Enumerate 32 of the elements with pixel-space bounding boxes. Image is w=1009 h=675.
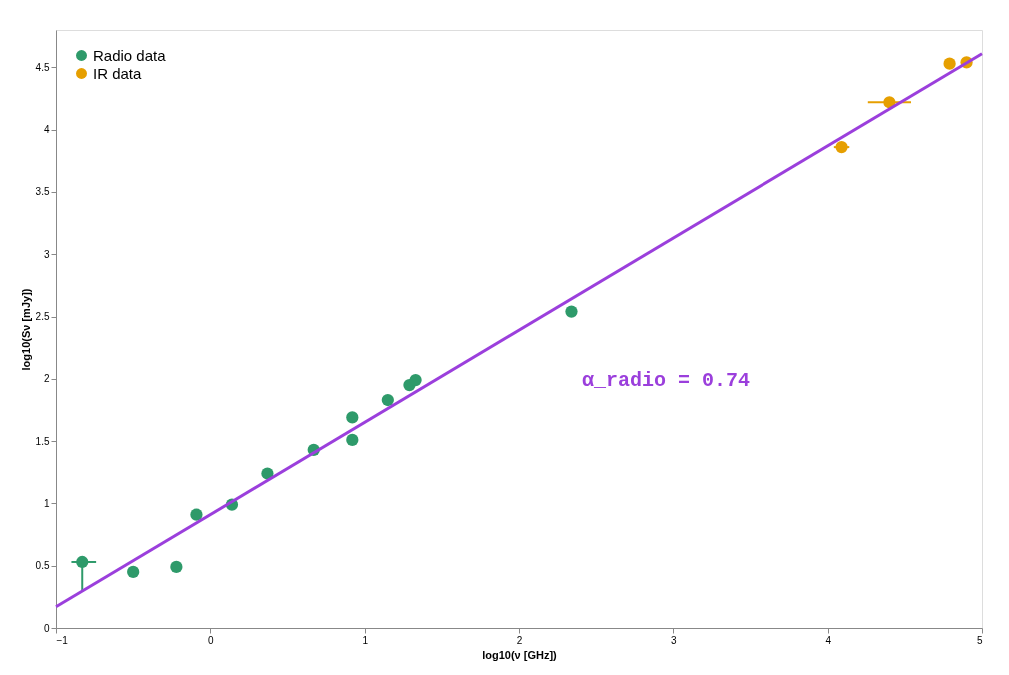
point (409, 373, 422, 387)
point (190, 508, 203, 521)
x-tick-label: 2 (516, 634, 523, 646)
legend-label: Radio data (93, 46, 167, 64)
point (381, 393, 394, 407)
point (943, 57, 956, 70)
y-tick-label: 2 (43, 373, 50, 385)
x-axis-title: log10(ν [GHz]) (482, 648, 558, 661)
y-tick-label: 0 (43, 622, 50, 634)
x-tick-label: 5 (976, 634, 983, 646)
point (346, 433, 359, 446)
legend-label: IR data (93, 64, 143, 82)
y-tick-label: 1 (43, 497, 50, 509)
y-axis-title: log10(Sν [mJy]) (19, 288, 32, 371)
x-tick-label: 4 (825, 634, 832, 646)
x-tick-label: 3 (671, 634, 678, 646)
point (170, 560, 183, 574)
x-tick-label: −1 (56, 634, 69, 646)
y-tick-label: 3 (43, 248, 50, 260)
point (346, 411, 359, 424)
y-tick-label: 1.5 (35, 435, 50, 447)
y-tick-label: 0.5 (35, 560, 50, 572)
y-tick-label: 3.5 (35, 186, 50, 198)
annotation: α_radio = 0.74 (581, 369, 751, 392)
point (127, 565, 140, 579)
y-tick-label: 4.5 (35, 61, 50, 73)
point (261, 467, 274, 480)
x-tick-label: 1 (362, 634, 369, 646)
y-tick-label: 4 (43, 124, 50, 136)
x-tick-label: 0 (208, 634, 215, 646)
y-tick-label: 2.5 (35, 311, 50, 323)
point (565, 305, 578, 318)
